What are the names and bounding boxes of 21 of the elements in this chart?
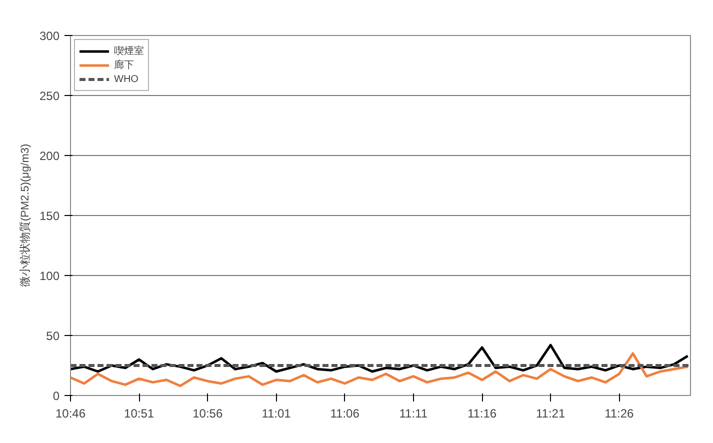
x-tick-label: 11:01: [262, 406, 292, 420]
y-tick-label: 150: [39, 209, 60, 223]
x-tick-label: 11:06: [330, 406, 360, 420]
x-tick-label: 10:46: [55, 406, 86, 420]
y-tick-label: 0: [52, 389, 60, 403]
line-series: [70, 352, 690, 388]
y-axis-title: 微小粒状物質(PM2.5)(μg/m3): [18, 144, 32, 288]
legend-label: 喫煙室: [114, 44, 144, 58]
x-tick-label: 11:21: [536, 406, 566, 420]
legend-label: WHO: [114, 72, 138, 86]
y-tick-label: 200: [39, 149, 60, 163]
legend-label: 廊下: [114, 58, 134, 72]
y-tick-label: 300: [39, 29, 60, 43]
x-tick-label: 10:51: [124, 406, 154, 420]
x-tick-label: 11:16: [467, 406, 497, 420]
x-tick-label: 11:11: [399, 406, 428, 420]
y-tick-label: 50: [46, 329, 60, 343]
y-tick-label: 250: [39, 89, 60, 103]
x-tick-label: 10:56: [192, 406, 223, 420]
y-tick-label: 100: [39, 269, 60, 283]
x-tick-label: 11:26: [604, 406, 634, 420]
